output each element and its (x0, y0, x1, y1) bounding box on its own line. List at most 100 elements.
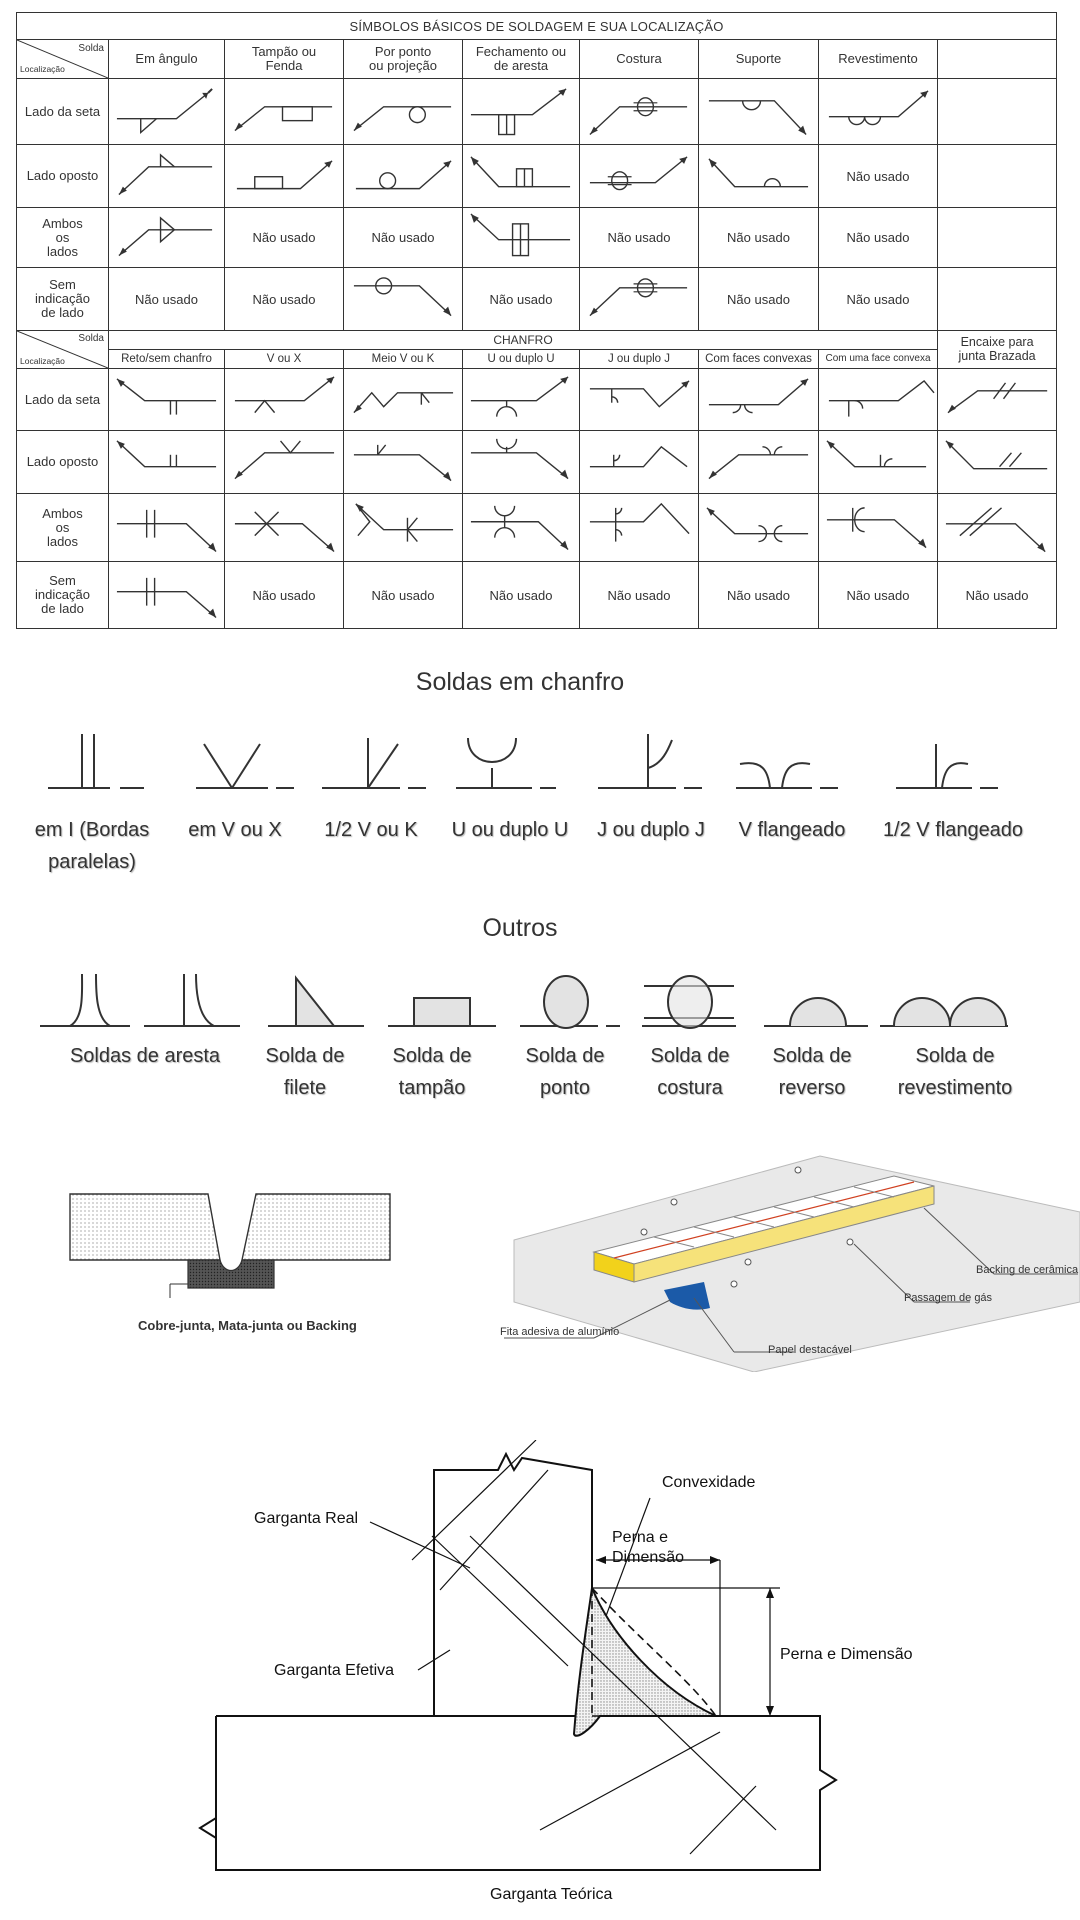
label-revestimento: Solda de revestimento (897, 1045, 1013, 1099)
label-j: J ou duplo J (597, 819, 705, 841)
symbol-convexas-ambos (698, 492, 819, 563)
label-garganta-teorica: Garganta Teórica (490, 1886, 613, 1903)
label-reverso: Solda de reverso (772, 1045, 852, 1099)
outros-section-title: Outros (482, 914, 558, 942)
symbol-angulo-seta (108, 77, 225, 146)
col-header-reto: Reto/sem chanfro (108, 348, 225, 369)
symbol-uma-convexa-seta (818, 367, 938, 432)
row-label-ambos-lados: Ambos os lados (16, 206, 109, 269)
empty-cell (936, 77, 1058, 146)
cell-nao-usado: Não usado (108, 267, 225, 331)
symbol-fechamento-ambos (462, 206, 580, 269)
label-v-flangeado: V flangeado (738, 819, 846, 841)
col-header-ponto: Por ponto ou projeção (343, 39, 463, 79)
cell-nao-usado: Não usado (818, 267, 938, 331)
symbol-reto-sem (108, 561, 225, 629)
cell-nao-usado: Não usado (818, 561, 938, 629)
symbol-v-ambos (224, 492, 344, 563)
symbol-convexas-seta (698, 367, 819, 432)
symbol-u-ambos (462, 492, 580, 563)
cell-nao-usado: Não usado (462, 561, 580, 629)
symbol-uma-convexa-oposto (818, 430, 938, 494)
cell-nao-usado: Não usado (579, 206, 699, 269)
symbol-reto-oposto (108, 430, 225, 494)
cell-nao-usado: Não usado (224, 267, 344, 331)
symbol-j-oposto (579, 430, 699, 494)
col-header-j: J ou duplo J (579, 348, 699, 369)
outros-symbols (40, 973, 1008, 1029)
corner-localizacao-label: Localização (20, 64, 65, 74)
col-header-suporte: Suporte (698, 39, 819, 79)
empty-cell (936, 267, 1058, 331)
cell-nao-usado: Não usado (936, 561, 1058, 629)
cell-nao-usado: Não usado (818, 144, 938, 208)
row-label-lado-oposto-2: Lado oposto (16, 430, 109, 494)
symbol-reto-seta (108, 367, 225, 432)
symbol-v-oposto (224, 430, 344, 494)
row-label-sem-indicacao-2: Sem indicação de lado (16, 561, 109, 629)
cell-nao-usado: Não usado (818, 206, 938, 269)
row-label-lado-seta: Lado da seta (16, 77, 109, 146)
cell-nao-usado: Não usado (698, 206, 819, 269)
corner-solda-label: Solda (78, 332, 104, 344)
symbol-revestimento-seta (818, 77, 938, 146)
label-tampao: Solda de tampão (392, 1045, 472, 1099)
symbol-tampao-oposto (224, 144, 344, 208)
empty-cell (936, 206, 1058, 269)
symbol-angulo-oposto (108, 144, 225, 208)
label-ponto: Solda de ponto (525, 1045, 605, 1099)
label-backing-ceramica: Backing de cerâmica (976, 1264, 1079, 1276)
col-header-tampao: Tampão ou Fenda (224, 39, 344, 79)
symbol-j-ambos (579, 492, 699, 563)
corner-localizacao-label: Localização (20, 355, 65, 366)
label-costura: Solda de costura (650, 1045, 730, 1099)
table-title: SÍMBOLOS BÁSICOS DE SOLDAGEM E SUA LOCAL… (15, 12, 1058, 40)
label-fita-adesiva: Fita adesiva de alumínio (500, 1326, 620, 1338)
label-passagem-gas: Passagem de gás (904, 1292, 993, 1304)
symbol-tampao-seta (224, 77, 344, 146)
symbol-meio-v-seta (343, 367, 463, 432)
weld-symbols-table: SÍMBOLOS BÁSICOS DE SOLDAGEM E SUA LOCAL… (15, 12, 1058, 629)
col-header-meio-v: Meio V ou K (343, 348, 463, 369)
label-garganta-real: Garganta Real (254, 1510, 359, 1527)
symbol-ponto-sem (343, 267, 463, 331)
table-corner: Solda Localização (16, 39, 109, 79)
symbol-v-seta (224, 367, 344, 432)
symbol-j-seta (579, 367, 699, 432)
col-header-convexas: Com faces convexas (698, 348, 819, 369)
symbol-uma-convexa-ambos (818, 492, 938, 563)
chanfro-header: CHANFRO (108, 329, 938, 350)
label-aresta: Soldas de aresta (69, 1045, 221, 1067)
symbol-costura-sem (579, 267, 699, 331)
col-header-fechamento: Fechamento ou de aresta (462, 39, 580, 79)
symbol-ponto-seta (343, 77, 463, 146)
symbol-reto-ambos (108, 492, 225, 563)
col-header-revestimento: Revestimento (818, 39, 938, 79)
symbol-encaixe-oposto (936, 430, 1058, 494)
symbol-u-seta (462, 367, 580, 432)
col-header-u: U ou duplo U (462, 348, 580, 369)
symbol-ponto-oposto (343, 144, 463, 208)
symbol-convexas-oposto (698, 430, 819, 494)
label-meio-v-flangeado: 1/2 V flangeado (882, 819, 1024, 841)
cell-nao-usado: Não usado (698, 561, 819, 629)
label-meio-v: 1/2 V ou K (324, 819, 418, 841)
chanfro-section-title: Soldas em chanfro (415, 668, 625, 696)
label-papel-destacavel: Papel destacável (768, 1344, 852, 1356)
label-em-v: em V ou X (188, 819, 282, 841)
symbol-suporte-seta (698, 77, 819, 146)
symbol-fechamento-seta (462, 77, 580, 146)
symbol-meio-v-ambos (343, 492, 463, 563)
cell-nao-usado: Não usado (698, 267, 819, 331)
symbol-encaixe-seta (936, 367, 1058, 432)
row-label-ambos-lados-2: Ambos os lados (16, 492, 109, 563)
label-em-i: em I (Bordas paralelas) (34, 819, 150, 873)
symbol-fechamento-oposto (462, 144, 580, 208)
cell-nao-usado: Não usado (343, 561, 463, 629)
cell-nao-usado: Não usado (224, 561, 344, 629)
symbol-suporte-oposto (698, 144, 819, 208)
label-convexidade: Convexidade (662, 1474, 756, 1491)
symbol-costura-seta (579, 77, 699, 146)
encaixe-header: Encaixe para junta Brazada (936, 329, 1058, 369)
symbol-angulo-ambos (108, 206, 225, 269)
